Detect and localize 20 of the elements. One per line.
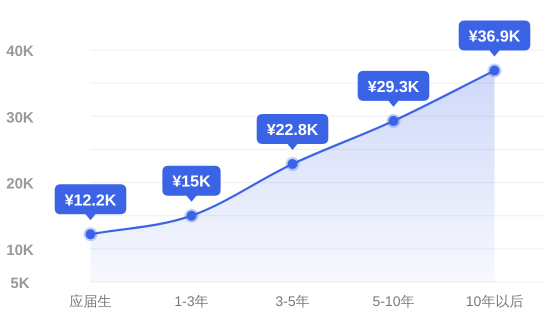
x-tick-label: 1-3年 bbox=[174, 293, 209, 309]
data-label: ¥12.2K bbox=[64, 192, 117, 210]
data-label: ¥36.9K bbox=[468, 28, 521, 46]
y-tick-label: 40K bbox=[6, 43, 34, 60]
data-label: ¥15K bbox=[172, 174, 212, 191]
point bbox=[184, 208, 198, 223]
point bbox=[84, 227, 98, 242]
point bbox=[488, 64, 502, 78]
y-tick-label: 20K bbox=[6, 176, 34, 193]
data-label: ¥29.3K bbox=[368, 78, 420, 96]
x-tick-label: 应届生 bbox=[70, 293, 112, 309]
data-label: ¥22.8K bbox=[266, 122, 319, 140]
y-tick-label: 10K bbox=[6, 242, 34, 259]
point bbox=[286, 157, 300, 172]
y-tick-label: 5K bbox=[10, 275, 30, 292]
y-tick-label: 30K bbox=[6, 109, 34, 126]
x-tick-label: 5-10年 bbox=[372, 293, 415, 309]
x-tick-label: 10年以后 bbox=[466, 293, 524, 309]
point bbox=[386, 114, 400, 128]
x-tick-label: 3-5年 bbox=[275, 293, 310, 309]
